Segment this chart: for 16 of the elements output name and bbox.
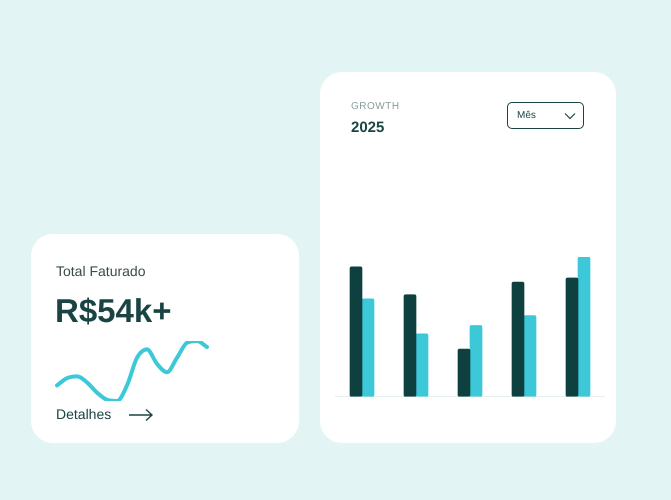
bar [416, 333, 428, 397]
bar [458, 348, 470, 397]
bar [362, 298, 374, 397]
bar [512, 282, 524, 397]
bar [578, 257, 590, 397]
text: R$54k+ [55, 292, 172, 330]
text: Mês [517, 110, 536, 121]
bar [524, 315, 536, 397]
bar [566, 278, 578, 397]
bar [470, 325, 482, 397]
text: Total Faturado [56, 263, 146, 279]
text: Detalhes [56, 406, 112, 422]
chart-subtitle: GROWTH [351, 101, 400, 112]
bar [404, 294, 416, 397]
chart-title: 2025 [351, 119, 384, 136]
bar [350, 266, 362, 397]
